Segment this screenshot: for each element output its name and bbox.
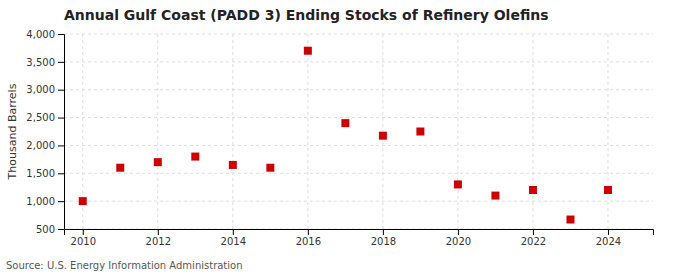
point bbox=[116, 164, 124, 172]
grid-line-y bbox=[64, 117, 653, 118]
tick-mark bbox=[58, 229, 64, 230]
point bbox=[304, 47, 312, 55]
tick-mark bbox=[58, 173, 64, 174]
tick-mark bbox=[58, 145, 64, 146]
tick: 4,000 bbox=[26, 29, 64, 40]
tick-mark bbox=[383, 229, 384, 235]
point bbox=[341, 119, 349, 127]
y-axis-title: Thousand Barrels bbox=[6, 83, 19, 180]
chart: 2010 2012 2014 2016 2018 2020 2022 2024 500 1,000… bbox=[0, 0, 675, 275]
tick-label: 2024 bbox=[596, 236, 621, 247]
tick: 2,000 bbox=[26, 140, 64, 151]
points bbox=[79, 47, 612, 224]
tick-label: 4,000 bbox=[26, 29, 55, 40]
point bbox=[416, 128, 424, 136]
annotation: Source: U.S. Energy Information Administ… bbox=[6, 260, 243, 271]
grid-line-x bbox=[532, 34, 533, 229]
y-axis: 500 1,000 1,500 2,000 2,500 3,000 3,500 4,000 bbox=[26, 29, 64, 235]
tick: 2018 bbox=[371, 229, 396, 247]
point bbox=[566, 216, 574, 224]
tick: 3,500 bbox=[26, 57, 64, 68]
point bbox=[604, 186, 612, 194]
tick-mark bbox=[58, 34, 64, 35]
point bbox=[454, 180, 462, 188]
tick: 2020 bbox=[446, 229, 471, 247]
grid-line-y bbox=[64, 34, 653, 35]
tick-mark bbox=[83, 229, 84, 235]
tick-mark bbox=[308, 229, 309, 235]
tick-label: 3,500 bbox=[26, 57, 55, 68]
point bbox=[229, 161, 237, 169]
tick-label: 2,000 bbox=[26, 140, 55, 151]
grid-line-y bbox=[64, 61, 653, 62]
tick-label: 500 bbox=[36, 224, 55, 235]
tick-label: 2,500 bbox=[26, 112, 55, 123]
tick: 1,000 bbox=[26, 196, 64, 207]
tick-label: 2014 bbox=[221, 236, 246, 247]
grid-line-x bbox=[607, 34, 608, 229]
point bbox=[79, 197, 87, 205]
tick-label: 2022 bbox=[521, 236, 546, 247]
tick: 2022 bbox=[521, 229, 546, 247]
tick-mark bbox=[533, 229, 534, 235]
x-axis: 2010 2012 2014 2016 2018 2020 2022 2024 bbox=[65, 229, 654, 247]
point bbox=[379, 132, 387, 140]
grid-line-x bbox=[382, 34, 383, 229]
plot-area: 2010 2012 2014 2016 2018 2020 2022 2024 500 1,000… bbox=[26, 29, 653, 247]
grid-line-y bbox=[64, 145, 653, 146]
grid-line-x bbox=[232, 34, 233, 229]
tick-mark bbox=[58, 201, 64, 202]
tick-mark bbox=[233, 229, 234, 235]
grid-line-x bbox=[457, 34, 458, 229]
tick-label: 2018 bbox=[371, 236, 396, 247]
tick: 500 bbox=[36, 224, 64, 235]
grid-line-y bbox=[64, 173, 653, 174]
tick-label: 2016 bbox=[296, 236, 321, 247]
point bbox=[154, 158, 162, 166]
tick: 2024 bbox=[596, 229, 621, 247]
tick-mark bbox=[608, 229, 609, 235]
grid-line-x bbox=[157, 34, 158, 229]
tick-label: 2012 bbox=[146, 236, 171, 247]
point bbox=[491, 192, 499, 200]
tick-mark bbox=[58, 90, 64, 91]
tick: 2014 bbox=[221, 229, 246, 247]
tick-mark bbox=[458, 229, 459, 235]
tick: 3,000 bbox=[26, 84, 64, 95]
tick: 2016 bbox=[296, 229, 321, 247]
grid-line-x bbox=[307, 34, 308, 229]
tick: 2012 bbox=[146, 229, 171, 247]
tick-label: 1,500 bbox=[26, 168, 55, 179]
tick: 2,500 bbox=[26, 112, 64, 123]
tick-mark bbox=[58, 118, 64, 119]
point bbox=[266, 164, 274, 172]
point bbox=[529, 186, 537, 194]
grid bbox=[64, 34, 653, 229]
tick-label: 2020 bbox=[446, 236, 471, 247]
grid-line-y bbox=[64, 201, 653, 202]
point bbox=[191, 153, 199, 161]
tick-label: 2010 bbox=[71, 236, 96, 247]
tick-label: 3,000 bbox=[26, 84, 55, 95]
tick: 2010 bbox=[71, 229, 96, 247]
tick-mark bbox=[58, 62, 64, 63]
tick-label: 1,000 bbox=[26, 196, 55, 207]
axis-line bbox=[58, 35, 65, 230]
tick-mark bbox=[158, 229, 159, 235]
axis-line bbox=[65, 230, 654, 236]
grid-line-y bbox=[64, 89, 653, 90]
tick: 1,500 bbox=[26, 168, 64, 179]
title: Annual Gulf Coast (PADD 3) Ending Stocks… bbox=[64, 7, 549, 23]
